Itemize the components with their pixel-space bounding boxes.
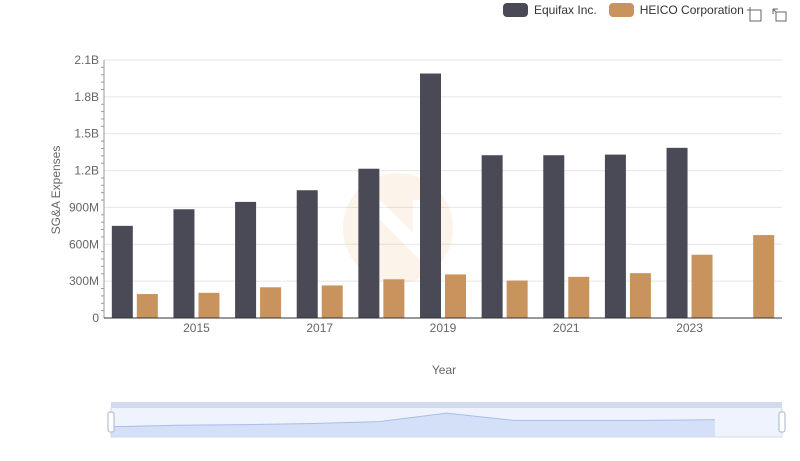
legend-label-equifax: Equifax Inc. (534, 3, 597, 17)
zoom-handle-right[interactable] (778, 411, 786, 433)
y-tick-label: 2.1B (74, 53, 99, 67)
bar-heico-2021[interactable] (568, 276, 590, 318)
bar-heico-2017[interactable] (321, 285, 343, 318)
bars (111, 73, 775, 318)
legend: Equifax Inc. HEICO Corporation (503, 3, 750, 17)
y-tick-label: 300M (69, 274, 99, 288)
bar-heico-2015[interactable] (198, 292, 220, 318)
x-axis-title: Year (432, 363, 456, 377)
bar-equifax-2022[interactable] (604, 154, 626, 318)
bar-equifax-2023[interactable] (666, 147, 688, 318)
bar-equifax-2015[interactable] (173, 209, 195, 318)
bar-heico-2014[interactable] (136, 294, 158, 318)
bar-heico-2022[interactable] (629, 273, 651, 318)
legend-swatch-equifax (503, 3, 528, 17)
zoom-reset-icon[interactable] (772, 6, 788, 22)
bar-equifax-2019[interactable] (420, 73, 441, 318)
zoom-top-bar (111, 402, 782, 408)
bar-equifax-2020[interactable] (481, 155, 503, 318)
legend-item-heico[interactable]: HEICO Corporation (608, 3, 744, 17)
y-tick-label: 600M (69, 237, 99, 251)
zoom-preview-area (111, 413, 715, 437)
bar-heico-2024[interactable] (753, 235, 775, 318)
y-axis-title: SG&A Expenses (49, 146, 63, 235)
x-tick-label: 2023 (676, 321, 703, 335)
bar-equifax-2014[interactable] (111, 225, 133, 318)
legend-label-heico: HEICO Corporation (639, 3, 744, 17)
zoom-preview-line (110, 412, 715, 428)
x-tick-label: 2019 (430, 321, 457, 335)
legend-swatch-heico (608, 3, 634, 17)
bar-equifax-2016[interactable] (235, 201, 257, 318)
bar-equifax-2021[interactable] (543, 155, 565, 318)
y-tick-label: 1.8B (74, 90, 99, 104)
legend-item-equifax[interactable]: Equifax Inc. (503, 3, 597, 17)
y-tick-label: 1.5B (74, 127, 99, 141)
x-tick-label: 2017 (306, 321, 333, 335)
bar-heico-2023[interactable] (691, 254, 713, 318)
x-tick-label: 2021 (553, 321, 580, 335)
y-tick-label: 0 (92, 311, 99, 325)
bar-heico-2016[interactable] (260, 287, 282, 318)
bar-heico-2020[interactable] (506, 280, 528, 318)
zoom-handle-left[interactable] (107, 411, 115, 433)
zoom-select-icon[interactable] (746, 6, 762, 22)
y-tick-label: 900M (69, 200, 99, 214)
y-tick-label: 1.2B (74, 164, 99, 178)
data-zoom-slider[interactable] (107, 402, 786, 438)
bar-heico-2019[interactable] (445, 274, 466, 318)
axes: 0 300M 600M 900M 1.2B 1.5B 1.8B 2.1B 2015 2017 201… (69, 53, 782, 335)
bar-equifax-2018[interactable] (358, 168, 380, 318)
x-tick-label: 2015 (183, 321, 210, 335)
toolbox (746, 6, 788, 22)
bar-heico-2018[interactable] (383, 279, 405, 318)
grid-lines (104, 59, 782, 282)
bar-equifax-2017[interactable] (296, 190, 318, 318)
